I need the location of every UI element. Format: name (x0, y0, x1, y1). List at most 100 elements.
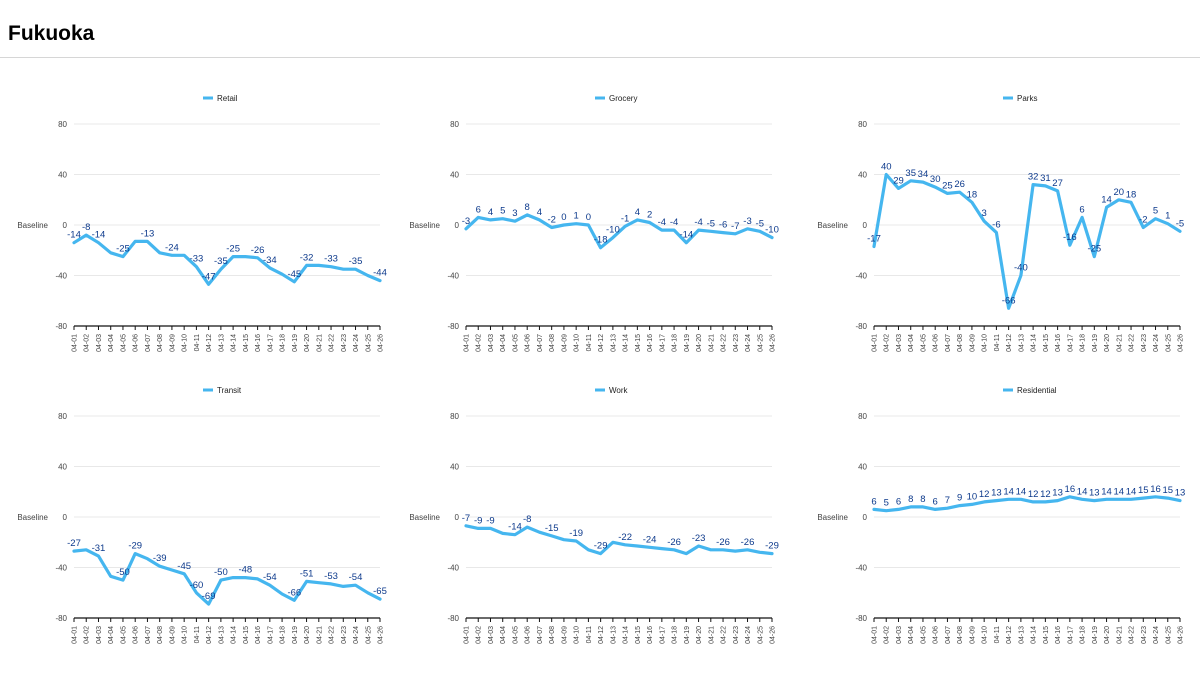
x-tick-label: 04-25 (1165, 334, 1172, 352)
data-label: -33 (190, 254, 204, 265)
y-axis-label: Baseline (17, 513, 48, 522)
x-tick-label: 04-19 (684, 334, 691, 352)
legend-label: Parks (1017, 94, 1037, 103)
data-label: -48 (238, 565, 252, 576)
x-tick-label: 04-01 (872, 334, 879, 352)
data-label: -39 (153, 553, 167, 564)
data-label: -19 (569, 528, 583, 539)
data-label: 6 (871, 496, 876, 507)
y-tick-label: -80 (447, 614, 459, 623)
y-tick-label: 80 (858, 120, 867, 129)
data-label: -34 (263, 255, 277, 266)
x-tick-label: 04-18 (672, 334, 679, 352)
x-tick-label: 04-05 (920, 334, 927, 352)
data-label: 14 (1077, 486, 1088, 497)
x-tick-label: 04-11 (194, 626, 201, 643)
y-axis-label: Baseline (817, 513, 848, 522)
data-label: 29 (893, 175, 904, 186)
x-tick-label: 04-19 (1092, 334, 1099, 352)
x-tick-label: 04-01 (872, 626, 879, 644)
x-tick-label: 04-19 (684, 626, 691, 644)
data-label: 6 (476, 204, 481, 215)
y-tick-label: 80 (450, 120, 459, 129)
x-tick-label: 04-10 (182, 334, 189, 352)
x-tick-label: 04-07 (145, 626, 152, 644)
x-tick-label: 04-04 (908, 334, 915, 352)
data-label: 13 (991, 488, 1002, 499)
x-tick-label: 04-10 (574, 334, 581, 352)
data-label: -22 (618, 532, 632, 543)
data-label: -26 (251, 245, 265, 256)
x-tick-label: 04-13 (218, 334, 225, 352)
x-tick-label: 04-02 (84, 334, 91, 352)
x-tick-label: 04-02 (884, 626, 891, 644)
data-label: -69 (202, 591, 216, 602)
x-tick-label: 04-20 (304, 626, 311, 644)
data-label: -45 (287, 269, 301, 280)
y-tick-label: 80 (450, 412, 459, 421)
y-tick-label: 0 (455, 221, 460, 230)
legend-label: Residential (1017, 386, 1057, 395)
data-label: -45 (177, 561, 191, 572)
y-tick-label: 80 (58, 412, 67, 421)
x-tick-label: 04-24 (353, 334, 360, 352)
x-tick-label: 04-06 (525, 626, 532, 644)
x-tick-label: 04-21 (316, 626, 323, 644)
data-label: -26 (716, 537, 730, 548)
data-label: -4 (658, 217, 666, 228)
y-tick-label: 0 (63, 221, 68, 230)
x-tick-label: 04-21 (708, 626, 715, 644)
y-axis-label: Baseline (409, 513, 440, 522)
data-label: -29 (128, 541, 142, 552)
data-label: -7 (731, 221, 739, 232)
data-label: -27 (67, 538, 81, 549)
x-tick-label: 04-03 (896, 626, 903, 644)
data-label: 5 (884, 498, 889, 509)
x-tick-label: 04-13 (1018, 626, 1025, 644)
y-tick-label: 40 (858, 463, 867, 472)
data-label: 14 (1003, 486, 1014, 497)
data-label: -53 (324, 571, 338, 582)
x-tick-label: 04-06 (933, 626, 940, 644)
x-tick-label: 04-25 (757, 334, 764, 352)
x-tick-label: 04-26 (1178, 626, 1185, 644)
x-tick-label: 04-03 (896, 334, 903, 352)
data-label: 12 (1040, 489, 1051, 500)
data-label: 8 (908, 494, 913, 505)
legend-label: Grocery (609, 94, 637, 103)
data-label: -44 (373, 268, 387, 279)
data-label: 1 (1165, 211, 1170, 222)
data-label: -60 (190, 580, 204, 591)
data-label: -8 (82, 222, 90, 233)
data-label: -26 (741, 537, 755, 548)
y-tick-label: -80 (447, 322, 459, 331)
x-tick-label: 04-25 (365, 626, 372, 644)
y-tick-label: 40 (450, 463, 459, 472)
x-tick-label: 04-09 (561, 334, 568, 352)
data-label: -29 (594, 541, 608, 552)
data-label: -47 (202, 271, 216, 282)
x-tick-label: 04-18 (1080, 334, 1087, 352)
residential-chart: Residential -80 -40 0 40 80 Baseline 04-01 04-02… (817, 386, 1185, 644)
x-tick-label: 04-22 (721, 334, 728, 352)
x-tick-label: 04-26 (770, 626, 777, 644)
x-tick-label: 04-06 (933, 334, 940, 352)
x-tick-label: 04-14 (231, 626, 238, 644)
legend-label: Retail (217, 94, 238, 103)
x-tick-label: 04-10 (982, 334, 989, 352)
x-tick-label: 04-17 (1067, 626, 1074, 644)
y-tick-label: -80 (855, 614, 867, 623)
x-tick-label: 04-06 (133, 334, 140, 352)
y-tick-label: 80 (858, 412, 867, 421)
data-label: -16 (1063, 232, 1077, 243)
data-label: 5 (500, 206, 505, 217)
data-label: -25 (116, 244, 130, 255)
data-label: -23 (692, 533, 706, 544)
x-tick-label: 04-05 (120, 626, 127, 644)
x-tick-label: 04-10 (982, 626, 989, 644)
x-tick-label: 04-15 (243, 626, 250, 644)
data-label: 4 (537, 207, 542, 218)
x-tick-label: 04-26 (378, 334, 385, 352)
x-tick-label: 04-05 (920, 626, 927, 644)
x-tick-label: 04-12 (598, 626, 605, 644)
